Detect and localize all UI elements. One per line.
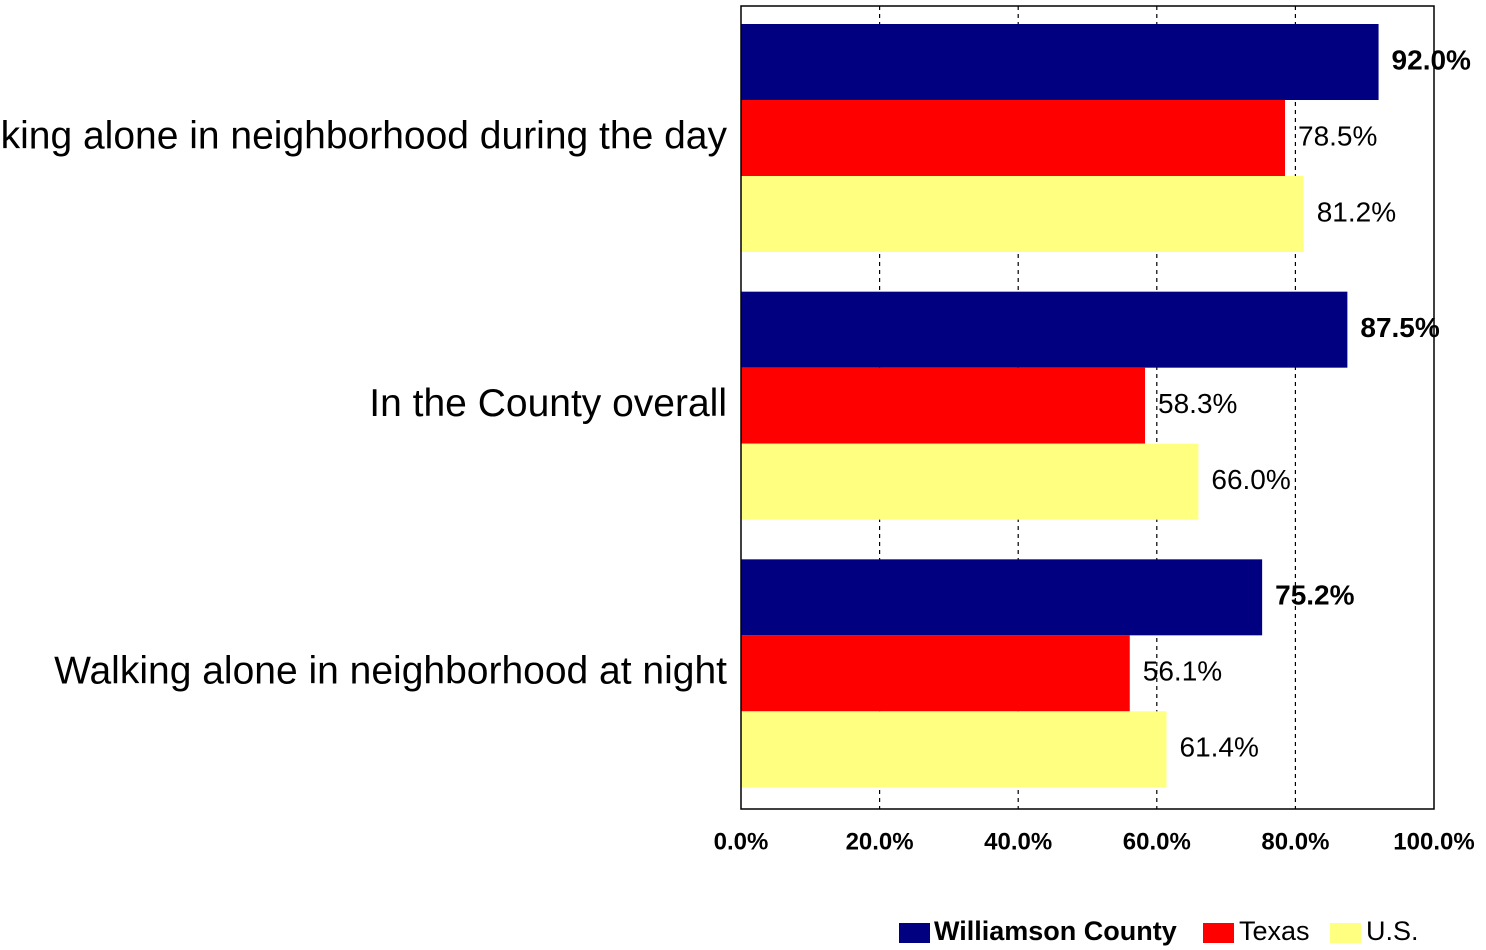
bar-texas-3 bbox=[741, 635, 1130, 712]
x-tick-label-1: 20.0% bbox=[846, 828, 914, 855]
data-label-u-s-1: 81.2% bbox=[1317, 196, 1396, 227]
x-tick-label-2: 40.0% bbox=[984, 828, 1052, 855]
bar-u-s-1 bbox=[741, 176, 1304, 252]
bar-williamson-county-3 bbox=[741, 559, 1263, 636]
data-label-texas-3: 56.1% bbox=[1143, 656, 1222, 687]
bar-u-s-2 bbox=[741, 443, 1199, 520]
bar-texas-1 bbox=[741, 100, 1286, 176]
legend-label-u-s: U.S. bbox=[1366, 916, 1419, 946]
legend-swatch-u-s bbox=[1330, 923, 1361, 943]
x-tick-label-4: 80.0% bbox=[1261, 828, 1329, 855]
data-label-u-s-3: 61.4% bbox=[1180, 732, 1259, 763]
category-label-2: In the County overall bbox=[369, 382, 727, 425]
x-tick-label-3: 60.0% bbox=[1123, 828, 1191, 855]
legend-swatch-texas bbox=[1203, 923, 1234, 943]
legend-label-texas: Texas bbox=[1239, 916, 1310, 946]
legend-swatch-williamson-county bbox=[899, 923, 930, 943]
x-tick-label-0: 0.0% bbox=[714, 828, 769, 855]
bar-williamson-county-1 bbox=[741, 24, 1379, 100]
bar-williamson-county-2 bbox=[741, 291, 1348, 368]
data-label-u-s-2: 66.0% bbox=[1211, 464, 1290, 495]
x-tick-label-5: 100.0% bbox=[1393, 828, 1474, 855]
data-label-williamson-county-1: 92.0% bbox=[1392, 44, 1471, 75]
data-label-williamson-county-2: 87.5% bbox=[1360, 312, 1439, 343]
category-label-3: Walking alone in neighborhood at night bbox=[54, 650, 727, 693]
plot-frame bbox=[740, 5, 1435, 810]
data-label-williamson-county-3: 75.2% bbox=[1275, 580, 1354, 611]
category-label-1: Walking alone in neighborhood during the… bbox=[0, 114, 727, 157]
data-label-texas-1: 78.5% bbox=[1298, 120, 1377, 151]
bar-texas-2 bbox=[741, 367, 1146, 444]
bar-u-s-3 bbox=[741, 711, 1167, 788]
legend-label-williamson-county: Williamson County bbox=[934, 916, 1177, 946]
data-label-texas-2: 58.3% bbox=[1158, 388, 1237, 419]
